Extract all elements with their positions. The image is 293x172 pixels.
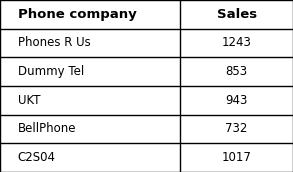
- Text: Dummy Tel: Dummy Tel: [18, 65, 84, 78]
- Text: Sales: Sales: [217, 8, 257, 21]
- Text: 853: 853: [226, 65, 248, 78]
- Text: Phones R Us: Phones R Us: [18, 36, 90, 50]
- Text: 1017: 1017: [222, 151, 251, 164]
- Text: 943: 943: [225, 94, 248, 107]
- Text: BellPhone: BellPhone: [18, 122, 76, 136]
- Text: C2S04: C2S04: [18, 151, 56, 164]
- Text: 732: 732: [225, 122, 248, 136]
- Text: 1243: 1243: [222, 36, 251, 50]
- Text: UKT: UKT: [18, 94, 40, 107]
- Text: Phone company: Phone company: [18, 8, 136, 21]
